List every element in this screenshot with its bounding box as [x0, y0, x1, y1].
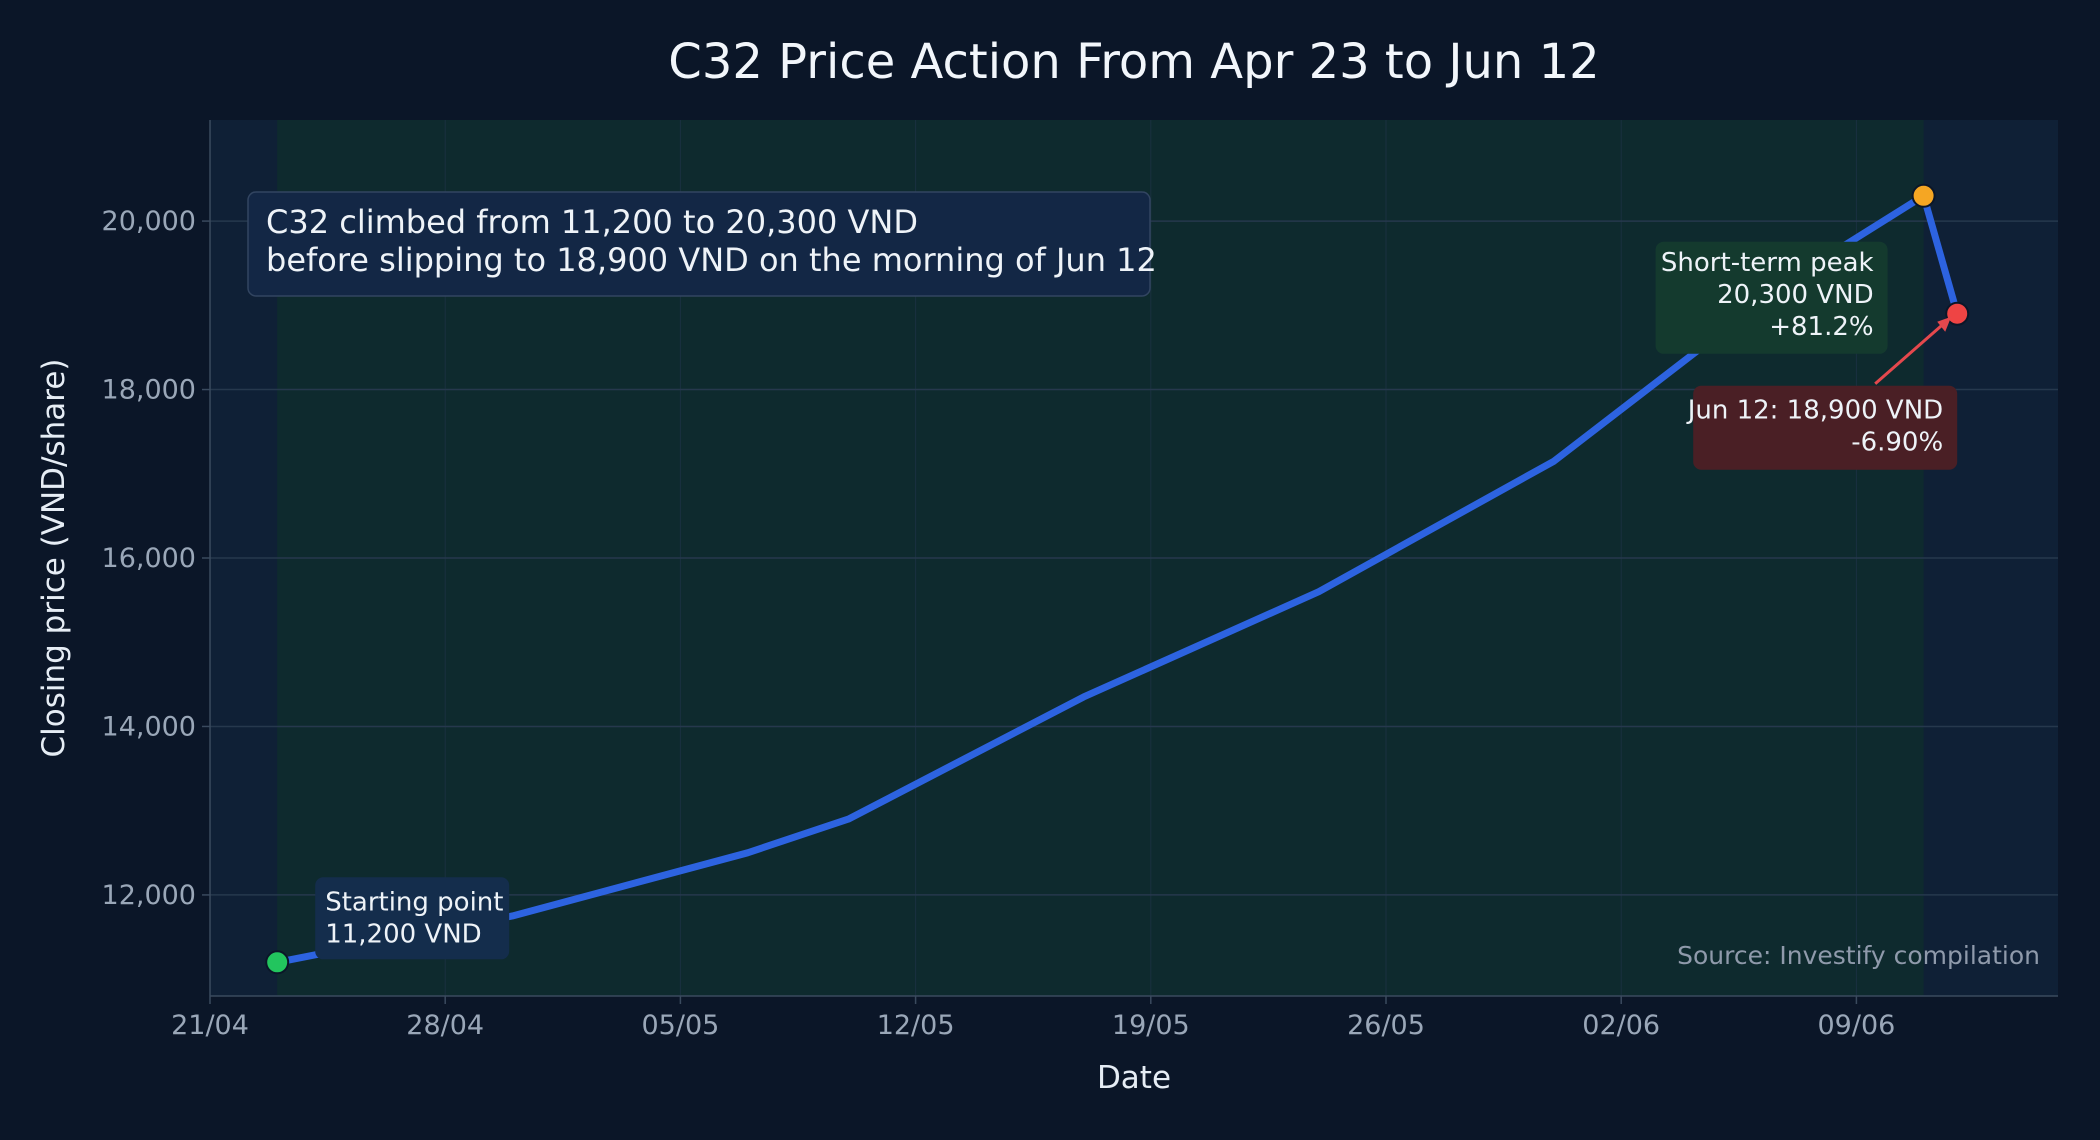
y-axis-title: Closing price (VND/share) — [36, 358, 72, 757]
source-note: Source: Investify compilation — [1677, 941, 2040, 970]
x-axis-title: Date — [1097, 1060, 1171, 1096]
x-tick-label: 12/05 — [877, 1010, 955, 1041]
x-tick-label: 19/05 — [1112, 1010, 1190, 1041]
peak-annotation-line: 20,300 VND — [1717, 280, 1874, 310]
x-tick-label: 26/05 — [1347, 1010, 1425, 1041]
start-annotation-line: Starting point — [325, 887, 503, 917]
y-tick-label: 12,000 — [102, 880, 196, 911]
callout-line: C32 climbed from 11,200 to 20,300 VND — [266, 203, 918, 241]
price-line — [273, 192, 1961, 966]
x-tick-label: 21/04 — [171, 1010, 249, 1041]
peak-annotation-line: +81.2% — [1769, 312, 1873, 342]
x-tick-label: 28/04 — [406, 1010, 484, 1041]
x-tick-label: 02/06 — [1582, 1010, 1660, 1041]
chart-title: C32 Price Action From Apr 23 to Jun 12 — [668, 34, 1599, 90]
y-tick-label: 16,000 — [102, 543, 196, 574]
start-marker — [265, 950, 290, 975]
x-tick-label: 09/06 — [1817, 1010, 1895, 1041]
x-tick-label: 05/05 — [641, 1010, 719, 1041]
peak-marker — [1911, 183, 1936, 208]
peak-annotation-box — [1655, 241, 1888, 354]
callout-line: before slipping to 18,900 VND on the mor… — [266, 241, 1157, 279]
y-tick-label: 14,000 — [102, 711, 196, 742]
y-tick-label: 20,000 — [102, 206, 196, 237]
end-marker — [1945, 301, 1970, 326]
end-arrow-line — [1874, 318, 1950, 385]
end-annotation-line: Jun 12: 18,900 VND — [1686, 396, 1944, 426]
start-annotation-box — [315, 877, 510, 960]
end-arrow-head — [1937, 316, 1952, 332]
end-annotation-box — [1693, 385, 1958, 470]
peak-annotation-line: Short-term peak — [1661, 248, 1874, 278]
y-tick-label: 18,000 — [102, 375, 196, 406]
start-annotation-line: 11,200 VND — [325, 919, 482, 949]
end-annotation-line: -6.90% — [1851, 428, 1943, 458]
callout-box — [247, 191, 1151, 297]
